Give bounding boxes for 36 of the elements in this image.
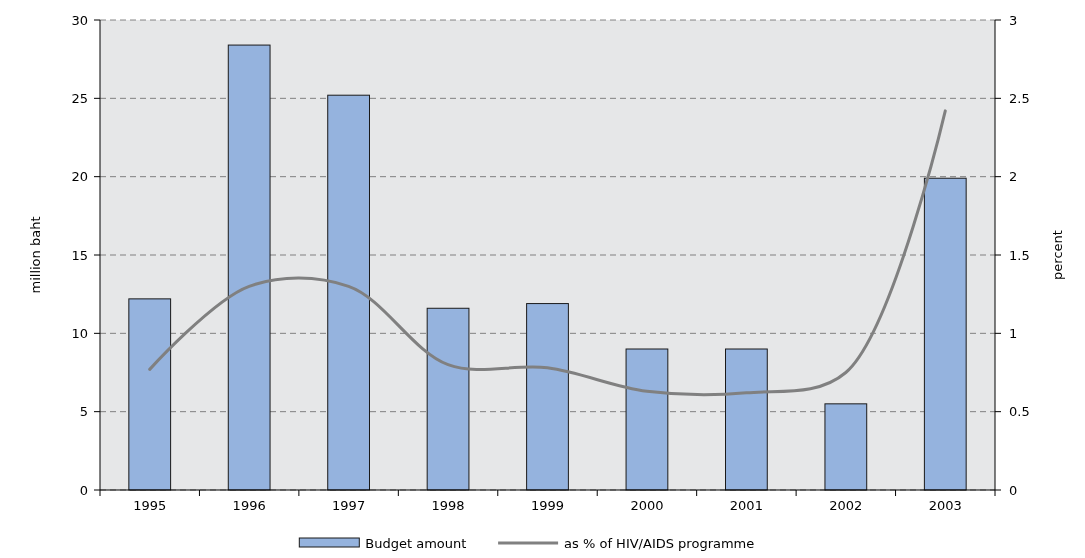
x-tick-label: 2002 xyxy=(829,498,863,513)
bar xyxy=(426,307,470,491)
x-tick-label: 2000 xyxy=(630,498,664,513)
legend-label: as % of HIV/AIDS programme xyxy=(564,535,755,551)
y-tick-label: 20 xyxy=(71,169,88,185)
y-tick-label: 30 xyxy=(71,12,88,28)
y-tick-label: 5 xyxy=(79,404,88,420)
x-tick-label: 1998 xyxy=(431,498,465,513)
x-tick-label: 1995 xyxy=(133,498,167,513)
y-tick-label: 25 xyxy=(71,90,88,106)
y2-tick-label: 2 xyxy=(1009,169,1018,185)
x-tick-label: 2003 xyxy=(928,498,962,513)
x-tick-label: 1999 xyxy=(530,498,565,513)
x-tick-label: 2001 xyxy=(729,498,763,513)
x-tick-label: 1996 xyxy=(232,498,266,513)
bar xyxy=(625,348,669,491)
bar xyxy=(327,94,370,491)
bar xyxy=(128,298,172,491)
y2-tick-label: 0 xyxy=(1009,482,1018,498)
y-tick-label: 15 xyxy=(71,247,88,263)
bar xyxy=(526,303,569,491)
y2-axis-title: percent xyxy=(1050,230,1065,280)
bar xyxy=(227,44,271,491)
bar xyxy=(824,403,868,491)
y-tick-label: 10 xyxy=(71,325,88,341)
bar xyxy=(725,348,768,491)
x-tick-label: 1997 xyxy=(332,498,366,513)
y2-tick-label: 1.5 xyxy=(1009,247,1030,263)
y2-tick-label: 1 xyxy=(1009,325,1018,341)
legend-label: Budget amount xyxy=(365,535,467,551)
y2-tick-label: 2.5 xyxy=(1009,90,1030,106)
y-axis-title: million baht xyxy=(28,216,43,294)
y2-tick-label: 3 xyxy=(1009,12,1018,28)
y2-tick-label: 0.5 xyxy=(1009,404,1030,420)
bar xyxy=(923,177,967,491)
y-tick-label: 0 xyxy=(79,482,88,498)
